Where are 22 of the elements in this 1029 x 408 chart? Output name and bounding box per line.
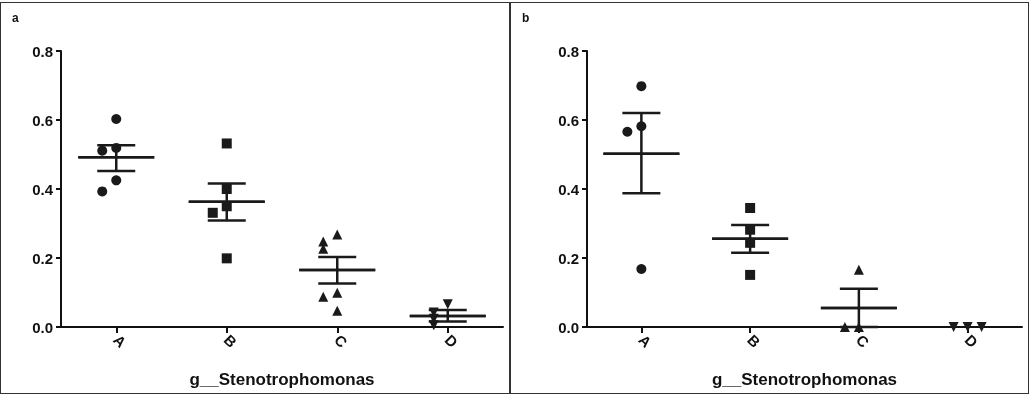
chart-title: b — [522, 11, 530, 25]
x-tick-label: C — [331, 330, 352, 351]
x-tick-label: A — [110, 330, 131, 351]
y-tick-label: 0.8 — [558, 42, 579, 60]
y-tick-label: 0.0 — [558, 318, 579, 336]
y-tick-label: 0.6 — [32, 111, 53, 129]
y-tick-label: 0.6 — [558, 111, 579, 129]
x-tick-label: A — [635, 330, 656, 351]
y-tick-label: 0.4 — [558, 180, 580, 198]
x-tick-label: D — [961, 330, 982, 351]
x-axis-title: g__Stenotrophomonas — [711, 370, 898, 389]
y-tick-label: 0.2 — [32, 249, 53, 267]
x-tick-label: B — [220, 330, 241, 351]
x-tick-label: B — [744, 330, 764, 351]
x-tick-label: D — [441, 330, 462, 351]
chart-title: a — [12, 11, 19, 25]
y-tick-label: 0.8 — [32, 42, 53, 60]
y-tick-label: 0.2 — [558, 249, 579, 267]
y-tick-label: 0.4 — [32, 180, 54, 198]
x-tick-label: C — [852, 330, 873, 351]
y-tick-label: 0.0 — [32, 318, 53, 336]
x-axis-title: g__Stenotrophomonas — [189, 370, 375, 389]
